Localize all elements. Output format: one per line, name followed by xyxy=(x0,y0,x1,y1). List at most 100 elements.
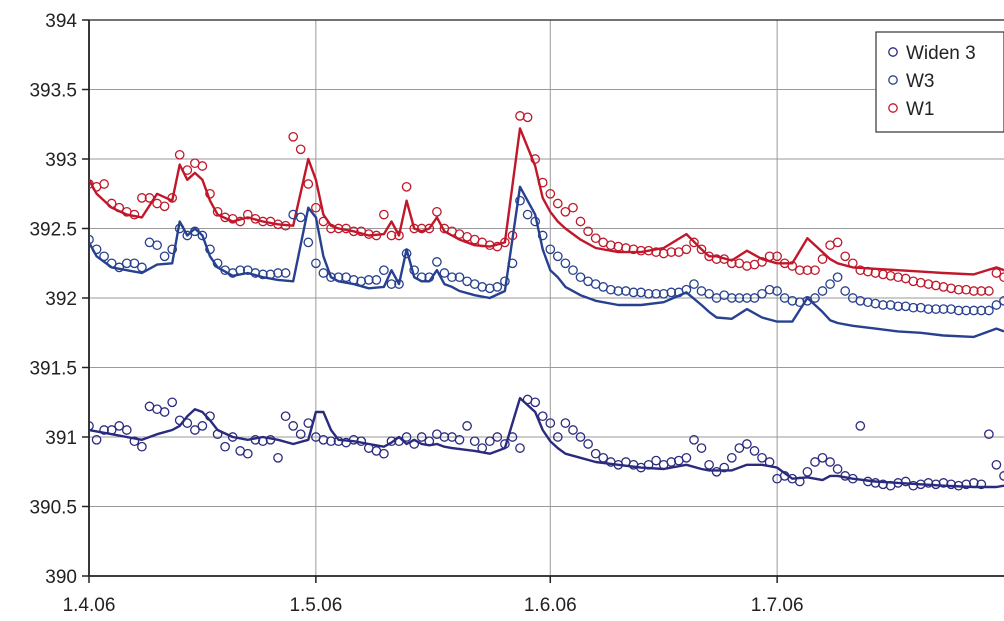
data-point-w1 xyxy=(371,230,382,241)
data-point-widen-3 xyxy=(923,478,934,488)
data-point-w1 xyxy=(643,245,654,256)
data-point-w3 xyxy=(89,234,94,245)
x-tick-label: 1.7.06 xyxy=(751,595,804,616)
data-point-w3 xyxy=(568,265,578,276)
data-point-widen-3 xyxy=(832,464,843,474)
data-point-widen-3 xyxy=(500,439,510,449)
legend-marker-w3 xyxy=(888,75,898,85)
data-point-w1 xyxy=(295,144,306,155)
data-point-w1 xyxy=(628,244,639,255)
data-point-w1 xyxy=(908,276,919,287)
data-point-widen-3 xyxy=(560,418,571,428)
data-point-widen-3 xyxy=(651,455,661,466)
data-point-w3 xyxy=(484,283,495,294)
data-point-w1 xyxy=(333,223,344,234)
data-point-w1 xyxy=(991,268,1002,278)
data-point-w3 xyxy=(454,272,465,283)
data-point-w1 xyxy=(923,279,934,289)
data-point-widen-3 xyxy=(401,432,412,442)
data-point-w3 xyxy=(984,305,994,316)
legend-marker-widen-3 xyxy=(888,47,898,57)
data-point-w3 xyxy=(167,244,178,255)
data-point-w1 xyxy=(696,244,707,255)
data-point-w3 xyxy=(938,304,949,314)
data-point-w3 xyxy=(734,293,745,303)
data-point-widen-3 xyxy=(91,434,102,445)
data-point-widen-3 xyxy=(825,457,835,467)
data-point-w1 xyxy=(537,177,548,188)
legend-label-w1: W1 xyxy=(906,99,935,120)
data-point-widen-3 xyxy=(220,441,230,452)
data-point-w3 xyxy=(810,293,820,303)
data-point-w1 xyxy=(401,181,412,192)
data-point-w3 xyxy=(689,279,699,289)
data-point-w1 xyxy=(666,247,677,257)
data-point-w3 xyxy=(666,287,677,298)
data-point-w1 xyxy=(348,226,359,237)
data-point-w3 xyxy=(174,223,185,234)
data-point-widen-3 xyxy=(265,434,276,445)
data-point-w3 xyxy=(787,295,798,306)
data-point-widen-3 xyxy=(794,476,805,487)
data-point-widen-3 xyxy=(757,452,767,463)
data-point-widen-3 xyxy=(386,436,397,447)
data-point-widen-3 xyxy=(696,443,707,453)
data-point-w1 xyxy=(885,270,896,281)
data-point-w1 xyxy=(893,272,903,283)
data-point-w3 xyxy=(432,257,442,267)
data-point-widen-3 xyxy=(484,436,495,447)
data-point-w3 xyxy=(537,230,548,241)
data-point-w3 xyxy=(817,286,828,296)
data-point-w3 xyxy=(500,276,510,287)
data-point-w1 xyxy=(552,198,563,209)
data-point-w3 xyxy=(968,305,979,316)
data-point-widen-3 xyxy=(280,411,291,422)
data-point-w1 xyxy=(386,230,397,241)
data-point-widen-3 xyxy=(598,452,609,463)
data-point-w3 xyxy=(908,302,919,313)
data-point-w3 xyxy=(991,300,1002,310)
data-point-w3 xyxy=(379,265,389,276)
data-point-w3 xyxy=(772,286,782,296)
data-point-w3 xyxy=(931,304,941,314)
data-point-w3 xyxy=(832,272,843,283)
data-point-widen-3 xyxy=(394,436,404,447)
data-point-w1 xyxy=(288,131,299,142)
data-point-w3 xyxy=(749,293,760,303)
data-point-w1 xyxy=(787,261,798,271)
data-point-w1 xyxy=(863,266,873,277)
data-point-w3 xyxy=(439,268,450,278)
data-point-widen-3 xyxy=(552,432,563,442)
data-point-widen-3 xyxy=(742,439,752,449)
data-point-widen-3 xyxy=(288,421,299,431)
data-point-w1 xyxy=(99,179,109,189)
data-point-w3 xyxy=(197,230,208,241)
data-point-widen-3 xyxy=(129,436,140,447)
data-point-widen-3 xyxy=(863,476,873,487)
legend-marker-w1 xyxy=(888,103,898,113)
data-point-w1 xyxy=(938,282,949,292)
data-point-widen-3 xyxy=(719,462,730,473)
data-point-w1 xyxy=(757,257,767,267)
data-point-w1 xyxy=(500,237,510,248)
data-point-w3 xyxy=(99,251,109,262)
data-point-w1 xyxy=(182,165,193,175)
data-point-w1 xyxy=(605,240,616,251)
data-point-w1 xyxy=(432,206,442,217)
data-point-w3 xyxy=(681,284,692,295)
data-point-w1 xyxy=(484,240,495,251)
data-point-w3 xyxy=(280,268,291,278)
data-point-w1 xyxy=(636,245,646,256)
data-point-w3 xyxy=(961,305,972,316)
data-point-w3 xyxy=(106,258,117,269)
data-point-w1 xyxy=(946,283,956,294)
data-point-w3 xyxy=(205,244,215,255)
data-point-w3 xyxy=(893,301,903,312)
data-point-w3 xyxy=(560,258,571,269)
data-point-w3 xyxy=(235,265,246,276)
data-point-w1 xyxy=(492,241,503,252)
data-point-w3 xyxy=(333,272,344,283)
data-point-w3 xyxy=(416,272,427,283)
data-point-widen-3 xyxy=(348,434,359,445)
